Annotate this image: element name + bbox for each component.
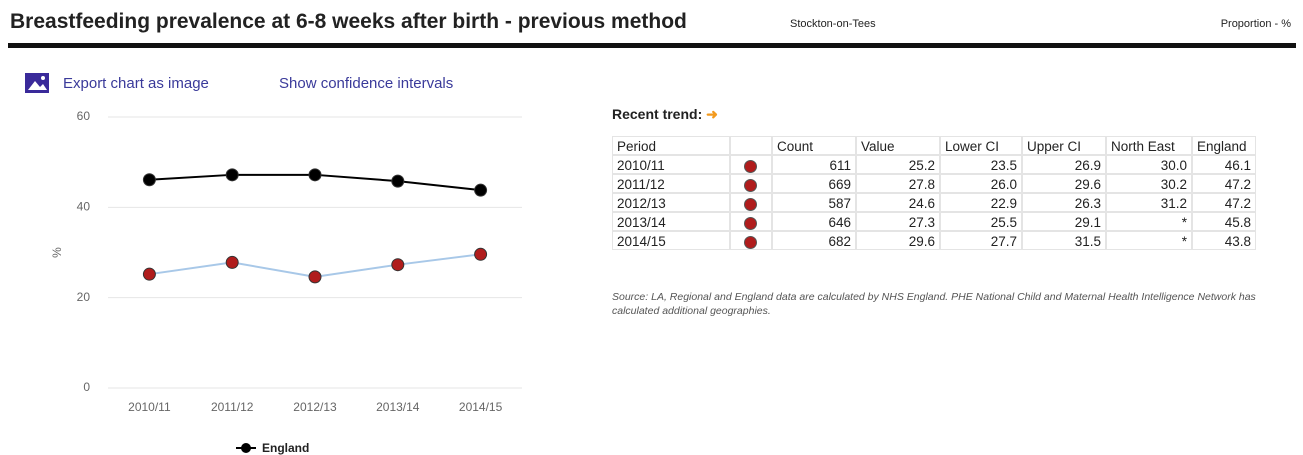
column-header: Lower CI <box>940 136 1022 155</box>
x-tick-label: 2013/14 <box>376 400 420 414</box>
chart: 0 20 40 60% 2010/11 2011/12 2012/13 2013/14 2014… <box>50 109 522 455</box>
table-cell: 30.0 <box>1106 155 1192 174</box>
table-cell: 46.1 <box>1192 155 1256 174</box>
unit: Proportion - % <box>1220 18 1291 30</box>
header-rule <box>8 43 1296 48</box>
table-cell: 31.5 <box>1022 231 1106 250</box>
column-header: Count <box>772 136 856 155</box>
status-dot <box>744 236 757 249</box>
ci-link[interactable]: Show confidence intervals <box>279 75 454 92</box>
table-cell: 25.5 <box>940 212 1022 231</box>
source-note: Source: LA, Regional and England data ar… <box>612 291 1256 317</box>
table-cell: 611 <box>772 155 856 174</box>
point <box>225 168 239 182</box>
table-cell: 23.5 <box>940 155 1022 174</box>
point <box>474 183 488 197</box>
x-tick-label: 2010/11 <box>128 400 171 414</box>
x-tick-label: 2014/15 <box>459 400 503 414</box>
trend-arrow: ➜ <box>706 106 718 122</box>
column-header: North East <box>1106 136 1192 155</box>
export-link[interactable]: Export chart as image <box>63 75 209 92</box>
table-cell: 682 <box>772 231 856 250</box>
point <box>391 174 405 188</box>
column-header: Upper CI <box>1022 136 1106 155</box>
table-cell: 26.0 <box>940 174 1022 193</box>
table-cell: 22.9 <box>940 193 1022 212</box>
marker-cell <box>730 193 772 212</box>
point <box>308 168 322 182</box>
point <box>391 258 405 272</box>
table-cell: 47.2 <box>1192 174 1256 193</box>
table-cell: 24.6 <box>856 193 940 212</box>
table-cell: 669 <box>772 174 856 193</box>
column-header: Value <box>856 136 940 155</box>
point <box>142 267 156 281</box>
marker-cell <box>730 174 772 193</box>
y-tick-label: 0 <box>83 380 90 394</box>
trend-label: Recent trend: ➜ <box>612 106 718 123</box>
image-icon[interactable] <box>24 72 50 94</box>
table-cell: 2011/12 <box>612 174 730 193</box>
table-cell: 587 <box>772 193 856 212</box>
table-cell: 26.3 <box>1022 193 1106 212</box>
point <box>142 173 156 187</box>
table-cell: 25.2 <box>856 155 940 174</box>
table-cell: 2010/11 <box>612 155 730 174</box>
status-dot <box>744 160 757 173</box>
point <box>225 255 239 269</box>
table-cell: 29.1 <box>1022 212 1106 231</box>
table-cell: 646 <box>772 212 856 231</box>
y-axis-label: % <box>50 247 64 258</box>
trend-text: Recent trend: <box>612 106 703 122</box>
status-dot <box>744 217 757 230</box>
marker-cell <box>730 231 772 250</box>
table-cell: 45.8 <box>1192 212 1256 231</box>
column-header: England <box>1192 136 1256 155</box>
point <box>308 270 322 284</box>
status-dot <box>744 198 757 211</box>
status-dot <box>744 179 757 192</box>
x-tick-label: 2012/13 <box>293 400 337 414</box>
table-cell: 26.9 <box>1022 155 1106 174</box>
marker-cell <box>730 155 772 174</box>
table-cell: 27.8 <box>856 174 940 193</box>
marker-cell <box>730 212 772 231</box>
y-tick-label: 40 <box>77 200 91 214</box>
table-cell: 2012/13 <box>612 193 730 212</box>
header-cell <box>730 136 772 155</box>
point <box>474 247 488 261</box>
y-tick-label: 60 <box>77 109 91 123</box>
table-cell: 27.3 <box>856 212 940 231</box>
table-cell: 27.7 <box>940 231 1022 250</box>
table-cell: 30.2 <box>1106 174 1192 193</box>
column-header: Period <box>612 136 730 155</box>
legend-label: England <box>262 441 309 455</box>
table-cell: * <box>1106 231 1192 250</box>
table-cell: 31.2 <box>1106 193 1192 212</box>
table-cell: 29.6 <box>856 231 940 250</box>
area-name: Stockton-on-Tees <box>790 18 876 30</box>
title: Breastfeeding prevalence at 6-8 weeks af… <box>10 10 687 33</box>
table-cell: 2014/15 <box>612 231 730 250</box>
y-tick-label: 20 <box>77 290 91 304</box>
table-cell: 29.6 <box>1022 174 1106 193</box>
table-cell: 43.8 <box>1192 231 1256 250</box>
x-tick-label: 2011/12 <box>211 400 254 414</box>
table-cell: 2013/14 <box>612 212 730 231</box>
table-cell: * <box>1106 212 1192 231</box>
table-cell: 47.2 <box>1192 193 1256 212</box>
